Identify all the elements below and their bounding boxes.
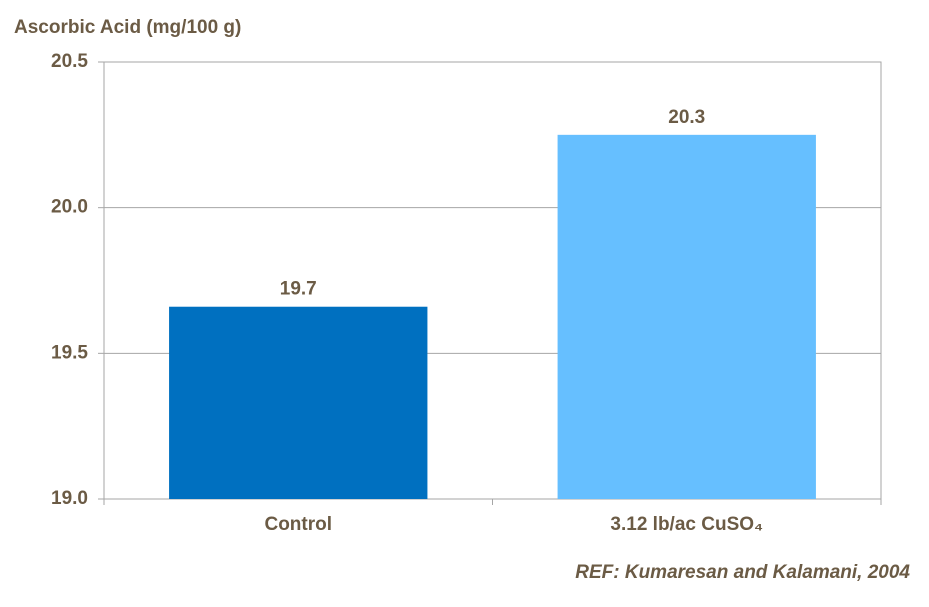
bar <box>169 306 428 499</box>
y-tick-label: 19.5 <box>51 342 88 363</box>
bar <box>557 134 816 500</box>
y-tick-label: 19.0 <box>51 488 88 509</box>
x-tick-label: 3.12 lb/ac CuSO₄ <box>610 514 763 535</box>
value-label: 19.7 <box>280 279 317 300</box>
value-label: 20.3 <box>668 107 705 128</box>
y-tick-label: 20.5 <box>51 51 88 72</box>
x-tick-label: Control <box>264 514 332 535</box>
chart-title: Ascorbic Acid (mg/100 g) <box>14 17 241 38</box>
annotation: REF: Kumaresan and Kalamani, 2004 <box>575 562 910 583</box>
y-tick-label: 20.0 <box>51 197 88 218</box>
